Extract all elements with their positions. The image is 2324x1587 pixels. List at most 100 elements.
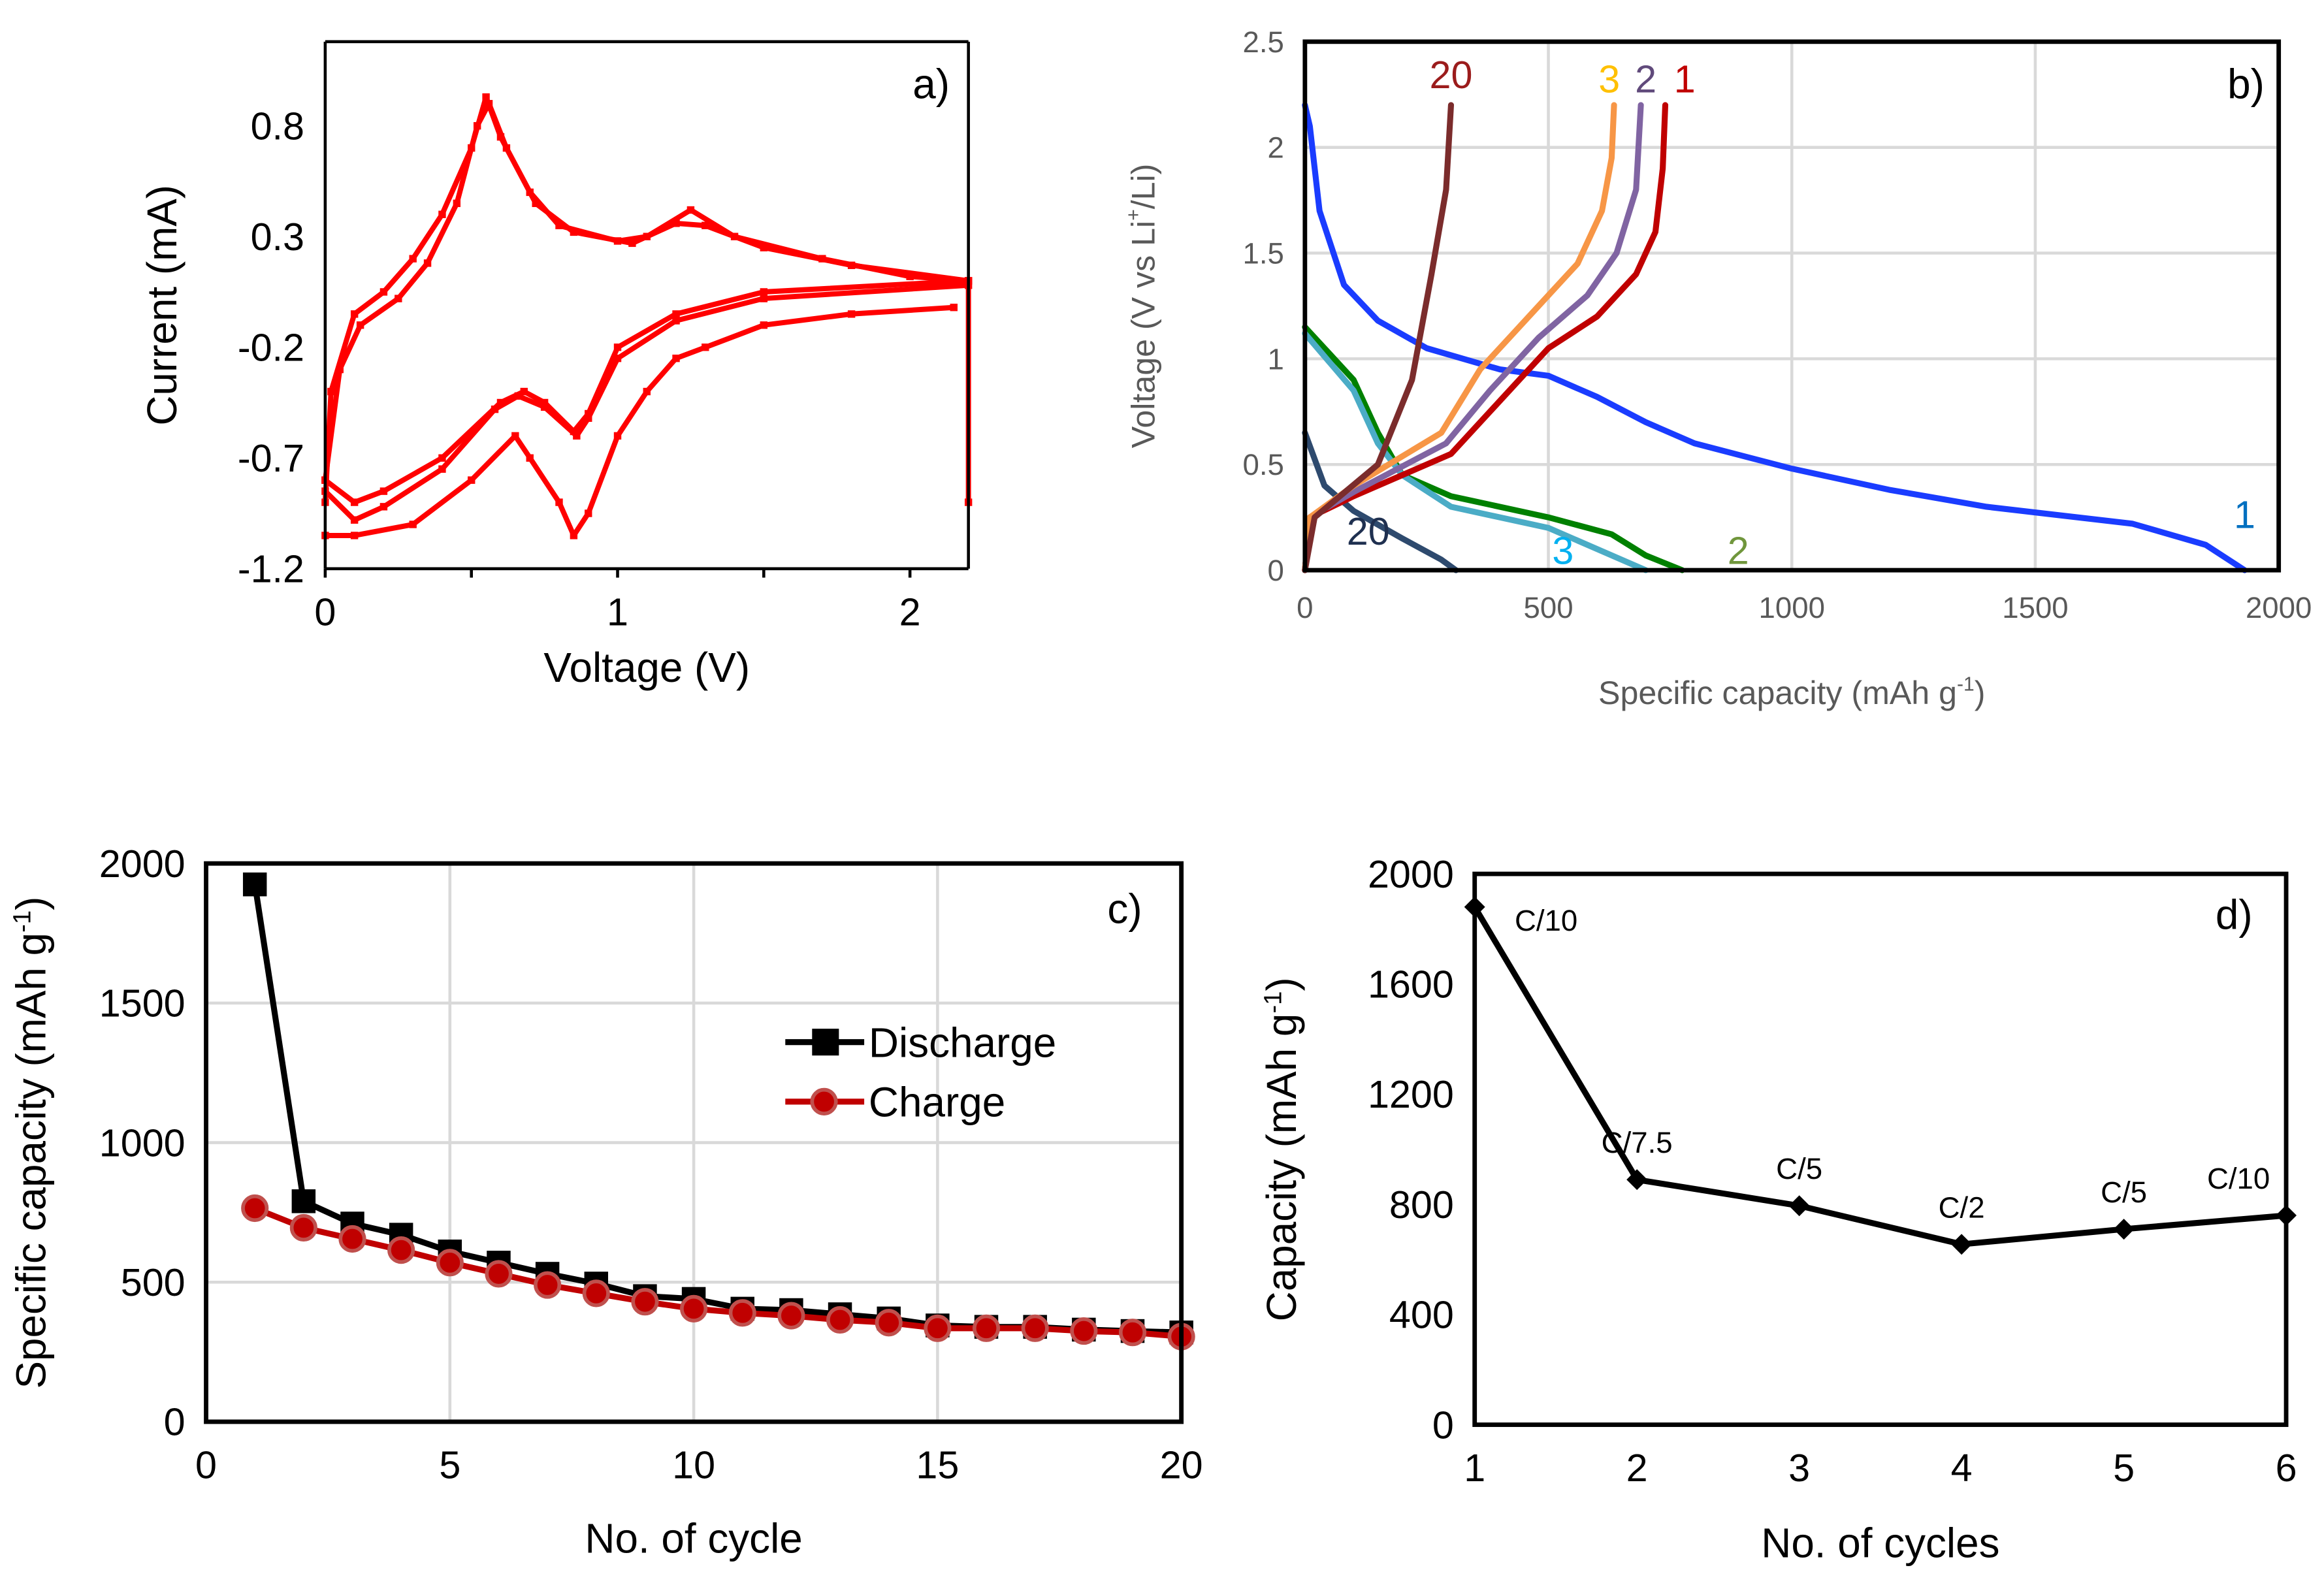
- panel-d: 1 2 3 4 5 6 0 400 800 1200 1600 2000 No. of cycles Ca…: [1258, 852, 2297, 1567]
- y-axis-title-main: Voltage (V vs Li: [1125, 221, 1162, 448]
- rate-label: C/10: [2207, 1162, 2270, 1195]
- x-axis-title: No. of cycle: [585, 1515, 802, 1562]
- data-point-charge: [338, 1225, 366, 1253]
- data-point: [336, 365, 344, 374]
- y-axis-title: Current (mA): [138, 185, 186, 426]
- y-tick-label: 0.5: [1243, 448, 1284, 481]
- data-point: [496, 398, 505, 407]
- series-line-reduction-cycle-1b: [322, 304, 957, 538]
- legend: Discharge Charge: [785, 1019, 1056, 1126]
- data-point: [613, 354, 622, 362]
- plot-frame: [204, 861, 1184, 1424]
- x-tick-label: 0: [314, 590, 336, 633]
- y-axis-title: Specific capacity (mAh g-1): [7, 897, 54, 1389]
- series-group: [1302, 102, 2248, 573]
- legend-label: Discharge: [869, 1019, 1056, 1066]
- series-group: [251, 881, 1185, 1340]
- y-axis-title-sup: -1: [1259, 991, 1287, 1014]
- panel-c: 0 5 10 15 20 0 500 1000 1500 2000 No. of cycle Spec…: [7, 842, 1202, 1562]
- y-tick-label: 2.5: [1243, 25, 1284, 59]
- data-point: [379, 288, 388, 296]
- data-point: [514, 392, 523, 400]
- y-tick-label: 400: [1389, 1293, 1454, 1337]
- y-tick-label: 800: [1389, 1183, 1454, 1226]
- data-point-capacity: [1951, 1234, 1973, 1255]
- data-point: [628, 239, 636, 248]
- data-point: [570, 532, 578, 539]
- y-tick-label: 0.8: [251, 104, 304, 148]
- data-point: [702, 344, 709, 351]
- series-line-discharge: [251, 881, 1185, 1336]
- data-point: [585, 414, 592, 422]
- panel-label: d): [2216, 891, 2253, 938]
- y-axis-title-sup: +: [1123, 209, 1144, 221]
- x-tick-label: 20: [1160, 1443, 1203, 1487]
- plot-frame: [1472, 871, 2289, 1427]
- x-tick-label: 3: [1788, 1446, 1810, 1490]
- x-tick-label: 0: [1297, 591, 1313, 624]
- x-tick-label: 10: [672, 1443, 715, 1487]
- x-axis-title-main: Specific capacity (mAh g: [1598, 675, 1957, 711]
- curve-label-charge-1: 1: [1674, 57, 1696, 101]
- series-group: [321, 93, 973, 539]
- data-point: [350, 498, 359, 506]
- y-axis-title-end: ): [1258, 977, 1305, 991]
- curve-label-charge-3: 3: [1598, 57, 1620, 101]
- series-line-discharge-3: [1302, 330, 1649, 573]
- y-tick-label: 2: [1268, 131, 1284, 165]
- data-point: [686, 206, 695, 214]
- curve-label-charge-20: 20: [1430, 53, 1473, 97]
- data-point: [327, 387, 335, 396]
- y-tick-label: 0: [1432, 1403, 1454, 1447]
- data-point: [379, 487, 388, 495]
- data-point: [643, 387, 651, 396]
- data-point: [613, 344, 622, 351]
- data-point: [906, 272, 914, 280]
- x-tick-label: 4: [1951, 1446, 1973, 1490]
- data-point: [379, 503, 388, 511]
- data-point: [482, 93, 490, 101]
- data-point: [760, 244, 768, 251]
- y-tick-label: 0: [164, 1400, 186, 1444]
- curve-label-discharge-2: 2: [1728, 528, 1749, 572]
- data-point: [585, 509, 592, 517]
- y-axis-title: Capacity (mAh g-1): [1258, 977, 1305, 1321]
- data-point: [847, 261, 856, 269]
- y-axis-title-sup: -1: [8, 910, 37, 933]
- y-tick-label: 2000: [99, 842, 186, 886]
- panel-b: 0 500 1000 1500 2000 0 0.5 1 1.5 2 2.5 Specific cap…: [1123, 25, 2312, 711]
- x-tick-label: 1500: [2002, 591, 2068, 624]
- data-point: [468, 476, 476, 484]
- legend-label: Charge: [869, 1079, 1005, 1126]
- data-point: [672, 219, 680, 227]
- data-point: [502, 144, 511, 152]
- data-point: [409, 521, 417, 528]
- panel-a: 0 1 2 0.8 0.3 -0.2 -0.7 -1.2 Voltage (V) Current …: [138, 40, 973, 691]
- y-axis-title-end: ): [7, 897, 54, 910]
- data-point: [672, 317, 680, 325]
- data-point: [570, 228, 578, 236]
- x-tick-label: 2: [899, 590, 921, 633]
- data-point: [438, 210, 446, 218]
- data-point: [350, 516, 359, 524]
- y-tick-label: 1500: [99, 982, 186, 1025]
- y-tick-label: 0.3: [251, 215, 304, 259]
- data-point: [350, 532, 359, 539]
- series-line-oxidation: [322, 94, 971, 505]
- data-point: [672, 310, 680, 318]
- data-point: [409, 255, 417, 263]
- data-point: [511, 432, 519, 440]
- curve-label-discharge-3: 3: [1552, 528, 1574, 572]
- legend-marker-square: [812, 1029, 839, 1056]
- data-point-charge: [728, 1299, 756, 1327]
- y-tick-label: -0.2: [238, 325, 304, 369]
- rate-label: C/7.5: [1602, 1126, 1673, 1159]
- curve-label-discharge-1: 1: [2234, 492, 2255, 536]
- data-point: [485, 100, 493, 108]
- data-point: [760, 295, 768, 302]
- data-point: [555, 498, 563, 506]
- data-point-capacity: [2113, 1219, 2135, 1240]
- data-point-charge: [777, 1302, 805, 1330]
- data-point-charge: [387, 1236, 415, 1264]
- x-axis-title: Specific capacity (mAh g-1): [1598, 674, 1985, 712]
